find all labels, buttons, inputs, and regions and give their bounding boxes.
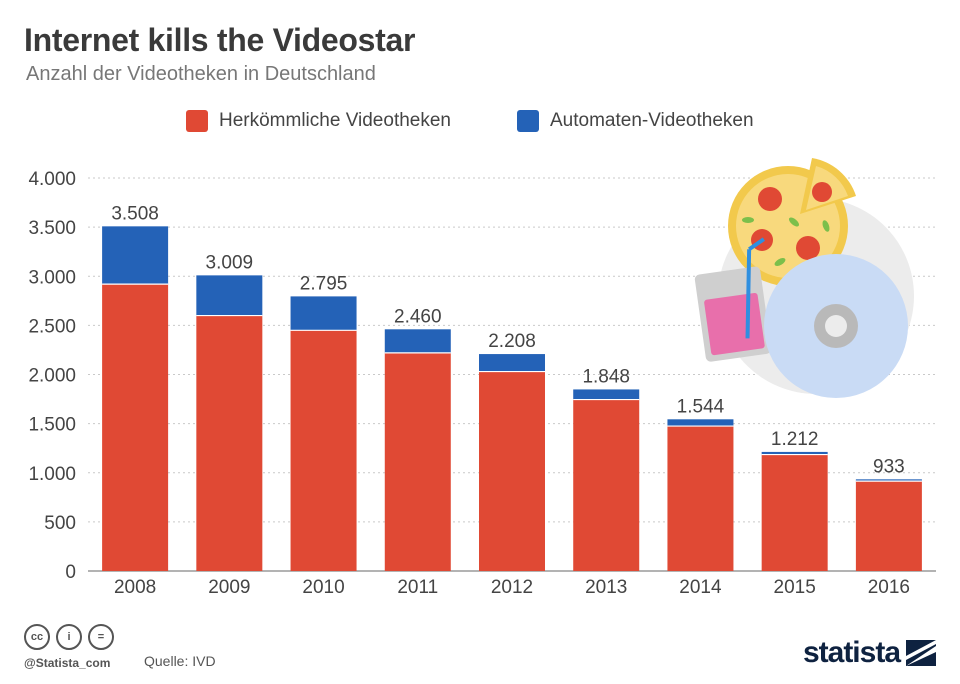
source-note: Quelle: IVD (144, 653, 216, 669)
labels-layer: 0 500 1.000 1.500 2.000 2.500 3.000 3.500 4.000 3… (28, 169, 910, 598)
legend-swatch-herkoemmliche (186, 110, 208, 132)
total-label-2010: 2.795 (300, 273, 348, 294)
x-tick-label-2008: 2008 (114, 577, 156, 598)
bar-herkoemmliche-2012 (479, 371, 545, 571)
legend-swatch-automaten (517, 110, 539, 132)
bar-automaten-2013 (573, 389, 640, 400)
chart-title: Internet kills the Videostar (24, 22, 416, 58)
bar-automaten-2009 (196, 275, 263, 316)
statista-wordmark: statista (802, 636, 901, 669)
legend: Herkömmliche Videotheken Automaten-Video… (0, 110, 960, 136)
total-label-2011: 2.460 (394, 306, 442, 327)
y-tick-label: 1.000 (28, 464, 76, 485)
total-label-2015: 1.212 (771, 429, 819, 450)
x-tick-label-2012: 2012 (491, 577, 533, 598)
bar-automaten-2012 (479, 354, 545, 372)
drink-icon (694, 237, 772, 362)
attribution-icon: i (56, 624, 82, 650)
x-tick-label-2015: 2015 (774, 577, 816, 598)
legend-label-herkoemmliche: Herkömmliche Videotheken (219, 110, 451, 131)
y-tick-label: 4.000 (28, 169, 76, 190)
bar-herkoemmliche-2008 (102, 284, 169, 571)
bar-herkoemmliche-2011 (384, 352, 451, 571)
y-tick-label: 2.000 (28, 366, 76, 387)
bar-automaten-2014 (667, 419, 734, 427)
bar-herkoemmliche-2009 (196, 315, 263, 571)
x-tick-label-2011: 2011 (397, 577, 438, 598)
total-label-2009: 3.009 (206, 252, 254, 273)
bar-herkoemmliche-2013 (573, 399, 640, 571)
license-icons: cc i = (24, 624, 114, 650)
bar-herkoemmliche-2010 (290, 330, 357, 571)
x-tick-label-2014: 2014 (679, 577, 722, 598)
bar-automaten-2015 (761, 451, 828, 455)
x-tick-label-2013: 2013 (585, 577, 627, 598)
y-tick-label: 500 (44, 513, 76, 534)
video-night-illustration (694, 158, 914, 398)
total-label-2012: 2.208 (488, 331, 536, 352)
x-tick-label-2016: 2016 (868, 577, 910, 598)
y-tick-label: 1.500 (28, 415, 76, 436)
y-tick-label: 0 (65, 562, 76, 583)
bar-automaten-2008 (102, 226, 169, 285)
creative-commons-icon: cc (24, 624, 50, 650)
x-tick-label-2009: 2009 (208, 577, 250, 598)
total-label-2013: 1.848 (582, 366, 630, 387)
legend-label-automaten: Automaten-Videotheken (550, 110, 754, 131)
statista-handle: @Statista_com (24, 656, 111, 670)
chart-subtitle: Anzahl der Videotheken in Deutschland (26, 63, 376, 85)
bars-layer (102, 226, 922, 571)
y-tick-label: 3.500 (28, 218, 76, 239)
total-label-2016: 933 (873, 456, 905, 477)
bar-herkoemmliche-2015 (761, 454, 828, 571)
total-label-2008: 3.508 (111, 203, 159, 224)
bar-automaten-2016 (855, 479, 922, 482)
bar-automaten-2011 (384, 329, 451, 353)
bar-herkoemmliche-2014 (667, 426, 734, 571)
y-tick-label: 3.000 (28, 267, 76, 288)
y-tick-label: 2.500 (28, 316, 76, 337)
statista-logo-icon (906, 640, 936, 666)
dvd-icon (764, 254, 908, 398)
total-label-2014: 1.544 (677, 396, 725, 417)
x-tick-label-2010: 2010 (302, 577, 344, 598)
bar-herkoemmliche-2016 (855, 481, 922, 571)
statista-logo[interactable]: statista (803, 636, 936, 670)
bar-automaten-2010 (290, 296, 357, 331)
legend-item-automaten: Automaten-Videotheken (517, 110, 754, 132)
legend-item-herkoemmliche: Herkömmliche Videotheken (186, 110, 451, 132)
pizza-icon (728, 158, 856, 286)
no-derivatives-icon: = (88, 624, 114, 650)
